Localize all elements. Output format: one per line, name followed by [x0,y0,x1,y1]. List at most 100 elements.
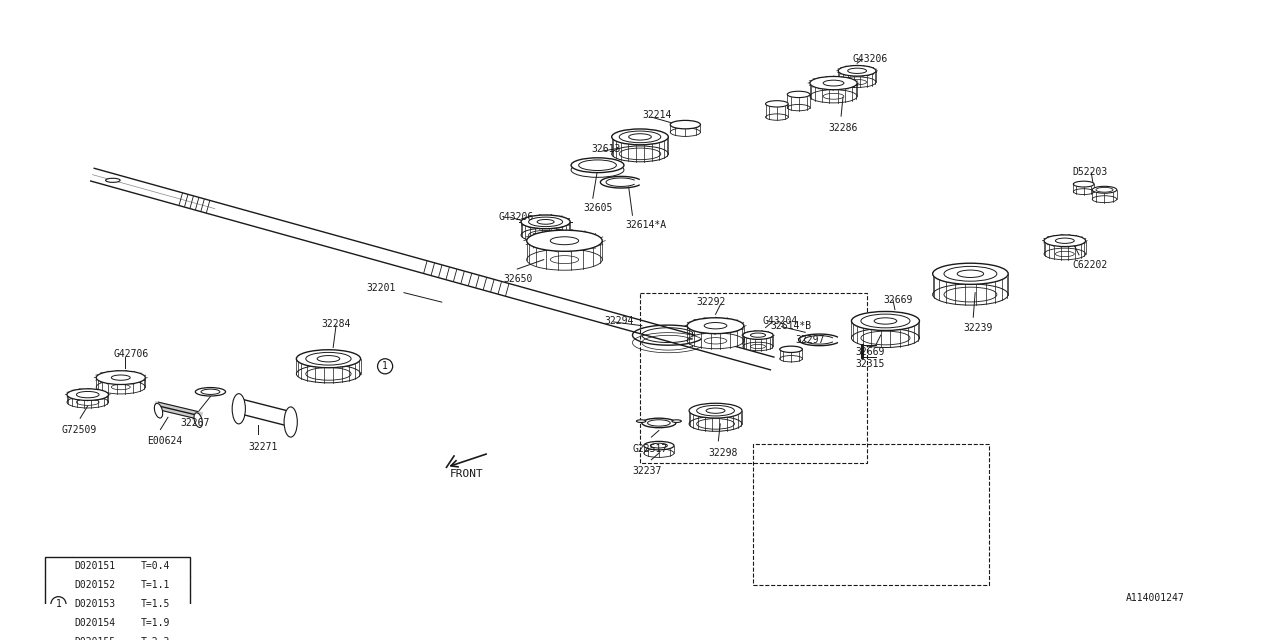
Ellipse shape [933,263,1009,284]
Ellipse shape [644,130,657,134]
Text: D020152: D020152 [74,580,115,590]
Ellipse shape [687,318,744,333]
Ellipse shape [105,179,120,182]
Ellipse shape [232,394,246,424]
Ellipse shape [851,328,919,348]
Ellipse shape [689,403,742,418]
Ellipse shape [96,380,146,394]
Text: 32267: 32267 [180,418,210,428]
Ellipse shape [654,135,667,139]
Ellipse shape [703,404,716,408]
Text: 1: 1 [383,362,388,371]
Text: D020153: D020153 [74,599,115,609]
Ellipse shape [874,318,897,324]
Ellipse shape [974,265,993,270]
Ellipse shape [810,90,858,103]
Ellipse shape [196,388,225,396]
Ellipse shape [529,230,563,240]
Ellipse shape [612,146,668,162]
Text: 1: 1 [55,599,61,609]
Ellipse shape [634,141,646,145]
Text: D020155: D020155 [74,637,115,640]
Ellipse shape [847,68,867,74]
Ellipse shape [704,323,727,329]
Ellipse shape [298,356,314,361]
Ellipse shape [628,134,652,140]
Text: G43204: G43204 [763,316,797,326]
Ellipse shape [652,132,664,136]
Ellipse shape [852,319,869,323]
Ellipse shape [728,409,741,412]
Text: 32605: 32605 [584,203,613,213]
Text: T=1.5: T=1.5 [141,599,170,609]
Ellipse shape [961,264,979,269]
Ellipse shape [742,331,773,339]
Ellipse shape [328,351,343,355]
Ellipse shape [899,315,915,320]
Ellipse shape [571,163,623,177]
Ellipse shape [620,148,660,160]
Ellipse shape [343,356,358,361]
Ellipse shape [534,216,547,219]
Ellipse shape [724,406,737,410]
Ellipse shape [943,266,997,281]
Ellipse shape [687,333,744,349]
Text: D020151: D020151 [74,561,115,572]
Ellipse shape [284,407,297,437]
Ellipse shape [67,396,109,408]
Ellipse shape [864,324,882,330]
Ellipse shape [823,93,844,99]
Ellipse shape [306,353,351,365]
Ellipse shape [77,399,99,405]
Ellipse shape [780,356,803,362]
Ellipse shape [155,403,163,418]
Text: T=1.9: T=1.9 [141,618,170,628]
Ellipse shape [550,255,579,264]
Text: A114001247: A114001247 [1126,593,1185,603]
Text: D020154: D020154 [74,618,115,628]
Ellipse shape [526,223,538,227]
Ellipse shape [538,220,554,224]
Ellipse shape [1056,252,1074,257]
Text: D52203: D52203 [1073,167,1107,177]
Ellipse shape [742,342,773,351]
Ellipse shape [644,140,657,144]
Ellipse shape [553,223,566,227]
Ellipse shape [877,312,893,317]
Ellipse shape [652,138,664,141]
Text: 32315: 32315 [855,359,884,369]
Ellipse shape [933,284,1009,305]
Ellipse shape [984,268,1002,273]
Ellipse shape [961,278,979,284]
Ellipse shape [724,412,737,415]
Ellipse shape [988,271,1006,276]
Ellipse shape [521,215,570,228]
Text: 32237: 32237 [632,467,662,476]
Ellipse shape [328,363,343,367]
Circle shape [378,359,393,374]
Ellipse shape [689,417,742,431]
Text: 32614*A: 32614*A [626,220,667,230]
Ellipse shape [1044,235,1085,246]
Ellipse shape [636,420,646,422]
Ellipse shape [648,420,671,426]
Ellipse shape [671,128,700,136]
Text: 32669: 32669 [855,348,884,357]
Text: T=2.3: T=2.3 [141,637,170,640]
Ellipse shape [1092,186,1116,193]
Ellipse shape [847,79,867,84]
Ellipse shape [297,365,361,383]
Ellipse shape [1074,189,1094,195]
Ellipse shape [890,324,906,330]
Bar [45,557,189,640]
Ellipse shape [948,278,966,283]
Ellipse shape [855,315,873,320]
Ellipse shape [750,333,765,337]
Ellipse shape [521,228,570,242]
Ellipse shape [810,76,858,90]
Ellipse shape [851,312,919,330]
Text: 32614*B: 32614*B [771,321,812,331]
Text: T=1.1: T=1.1 [141,580,170,590]
Text: 32271: 32271 [248,442,278,452]
Text: 32294: 32294 [604,316,634,326]
